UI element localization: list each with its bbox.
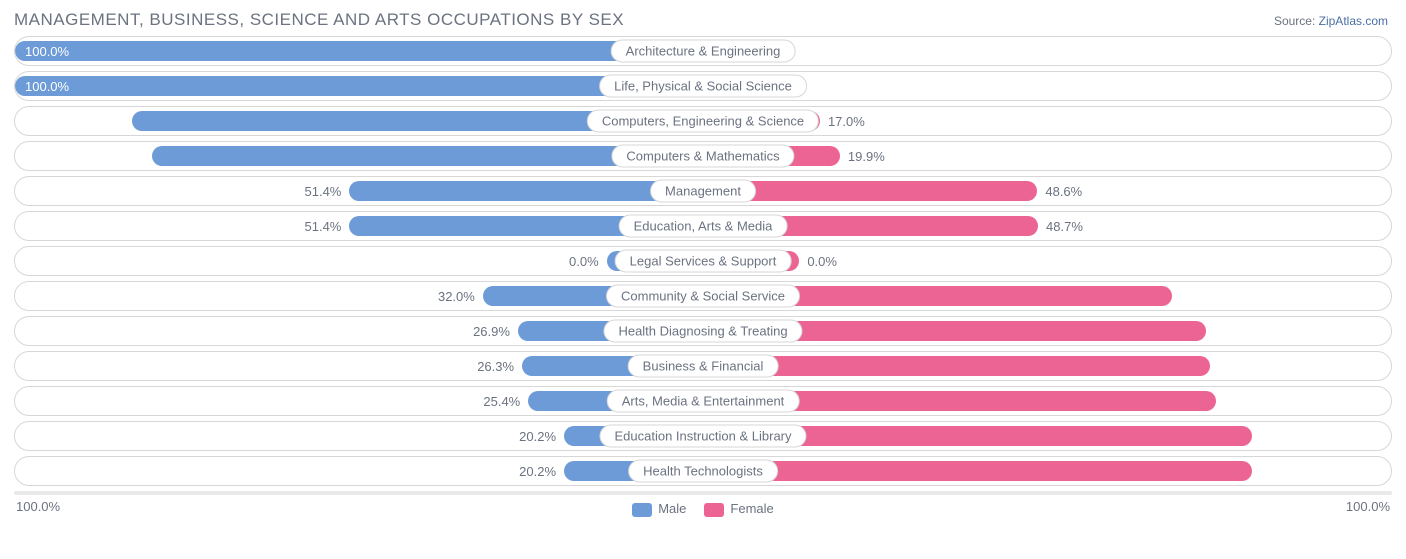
male-pct-label: 100.0% <box>25 37 69 65</box>
source-link[interactable]: ZipAtlas.com <box>1319 14 1388 28</box>
female-pct-label: 73.1% <box>1344 317 1381 345</box>
male-pct-label: 51.4% <box>305 177 342 205</box>
chart-row: 51.4% 48.6% Management <box>14 176 1392 206</box>
legend-item-female: Female <box>704 501 773 517</box>
diverging-bar-chart: 100.0%0.0%Architecture & Engineering100.… <box>14 36 1392 486</box>
category-label: Health Technologists <box>628 460 778 483</box>
chart-row: 51.4% 48.7% Education, Arts & Media <box>14 211 1392 241</box>
category-label: Legal Services & Support <box>615 250 792 273</box>
male-pct-label: 51.4% <box>305 212 342 240</box>
chart-row: 100.0%0.0%Architecture & Engineering <box>14 36 1392 66</box>
female-bar <box>703 356 1210 376</box>
legend-swatch-male <box>632 503 652 517</box>
male-bar <box>15 41 703 61</box>
source-attribution: Source: ZipAtlas.com <box>1274 14 1388 28</box>
category-label: Architecture & Engineering <box>611 40 796 63</box>
female-pct-label: 74.6% <box>1344 387 1381 415</box>
legend: Male Female <box>14 501 1392 517</box>
chart-row: 80.1% 19.9% Computers & Mathematics <box>14 141 1392 171</box>
female-pct-label: 48.6% <box>1045 177 1082 205</box>
category-label: Computers, Engineering & Science <box>587 110 819 133</box>
chart-row: 25.4% 74.6% Arts, Media & Entertainment <box>14 386 1392 416</box>
female-pct-label: 48.7% <box>1046 212 1083 240</box>
category-label: Education, Arts & Media <box>619 215 788 238</box>
category-label: Education Instruction & Library <box>599 425 806 448</box>
chart-row: 20.2% 79.8% Health Technologists <box>14 456 1392 486</box>
source-prefix: Source: <box>1274 14 1319 28</box>
chart-row: 20.2% 79.8% Education Instruction & Librar… <box>14 421 1392 451</box>
male-pct-label: 26.9% <box>473 317 510 345</box>
chart-row: 83.0% 17.0% Computers, Engineering & Scien… <box>14 106 1392 136</box>
female-pct-label: 79.8% <box>1344 457 1381 485</box>
legend-label-male: Male <box>658 501 686 516</box>
male-pct-label: 32.0% <box>438 282 475 310</box>
female-pct-label: 79.8% <box>1344 422 1381 450</box>
female-pct-label: 17.0% <box>828 107 865 135</box>
category-label: Community & Social Service <box>606 285 800 308</box>
chart-row: 26.9% 73.1% Health Diagnosing & Treating <box>14 316 1392 346</box>
male-pct-label: 80.1% <box>25 142 62 170</box>
male-pct-label: 26.3% <box>477 352 514 380</box>
chart-title: MANAGEMENT, BUSINESS, SCIENCE AND ARTS O… <box>14 10 1392 30</box>
male-pct-label: 83.0% <box>25 107 62 135</box>
female-pct-label: 73.7% <box>1344 352 1381 380</box>
chart-row: 100.0%0.0%Life, Physical & Social Scienc… <box>14 71 1392 101</box>
female-pct-label: 68.1% <box>1344 282 1381 310</box>
female-pct-label: 0.0% <box>807 247 837 275</box>
legend-label-female: Female <box>730 501 773 516</box>
category-label: Computers & Mathematics <box>611 145 794 168</box>
category-label: Health Diagnosing & Treating <box>603 320 802 343</box>
category-label: Management <box>650 180 756 203</box>
axis-track: 100.0% 100.0% <box>14 491 1392 495</box>
male-pct-label: 20.2% <box>519 422 556 450</box>
legend-swatch-female <box>704 503 724 517</box>
chart-row: 0.0% 0.0% Legal Services & Support <box>14 246 1392 276</box>
female-bar <box>703 461 1252 481</box>
category-label: Business & Financial <box>628 355 779 378</box>
chart-row: 26.3% 73.7% Business & Financial <box>14 351 1392 381</box>
male-pct-label: 20.2% <box>519 457 556 485</box>
female-pct-label: 19.9% <box>848 142 885 170</box>
male-pct-label: 100.0% <box>25 72 69 100</box>
category-label: Life, Physical & Social Science <box>599 75 807 98</box>
category-label: Arts, Media & Entertainment <box>607 390 800 413</box>
male-pct-label: 0.0% <box>569 247 599 275</box>
chart-row: 32.0% 68.1% Community & Social Service <box>14 281 1392 311</box>
male-pct-label: 25.4% <box>483 387 520 415</box>
legend-item-male: Male <box>632 501 686 517</box>
